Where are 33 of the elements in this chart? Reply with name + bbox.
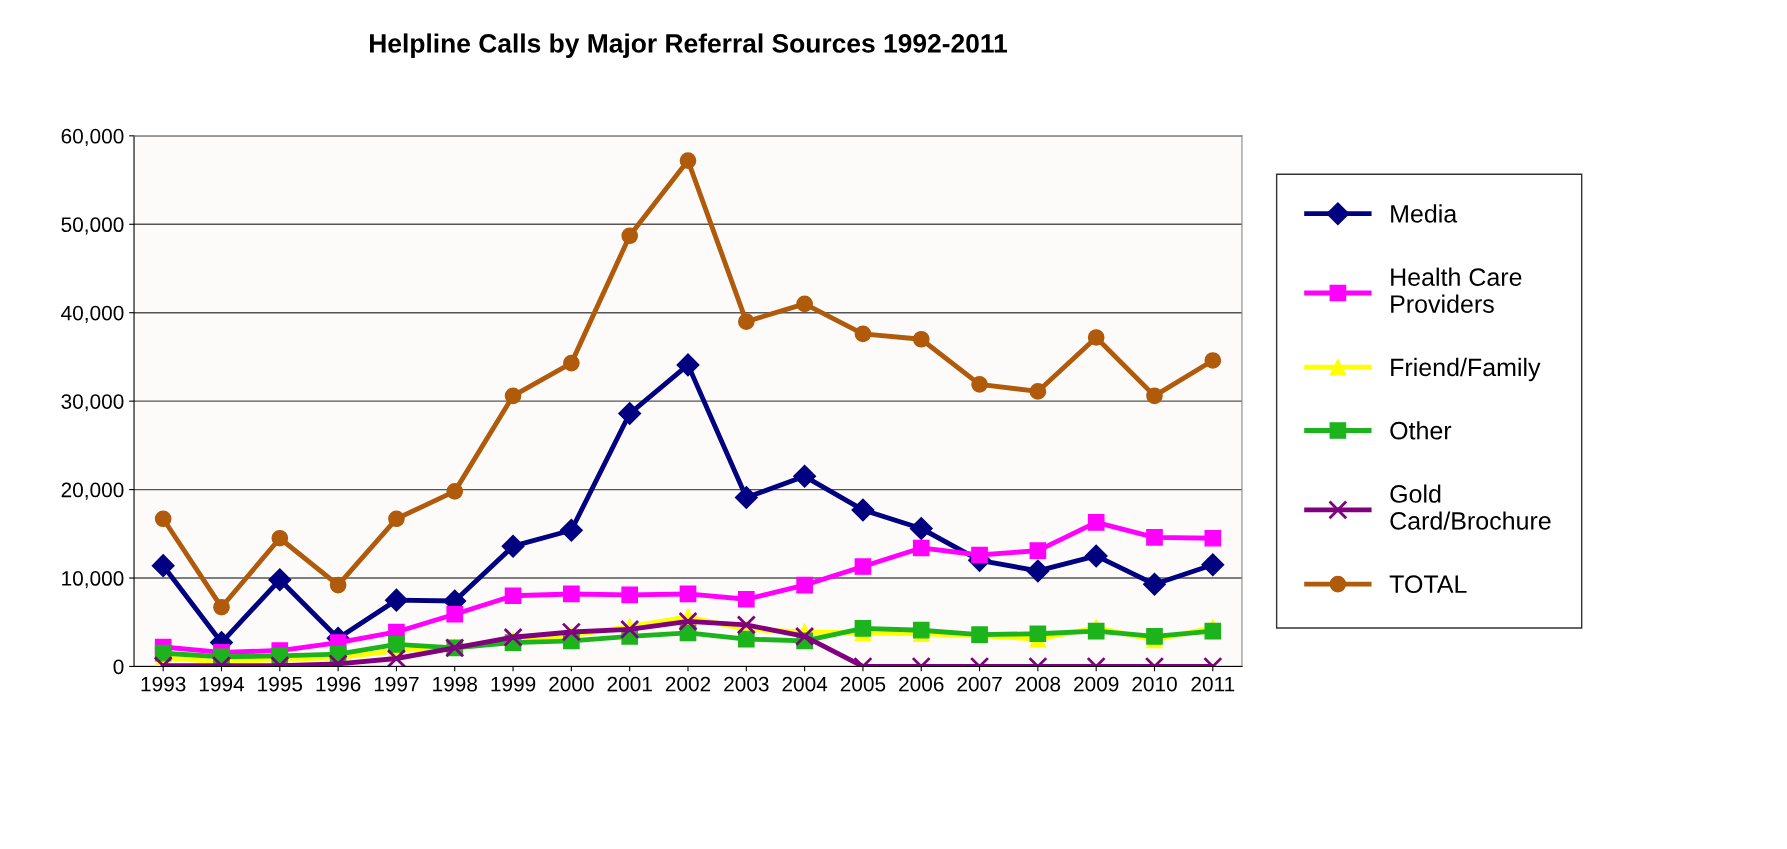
legend-label: Friend/Family (1391, 357, 1541, 382)
y-tick-label: 20,000 (61, 482, 124, 500)
y-tick-label: 10,000 (62, 571, 124, 589)
legend-label: Health Care Providers (1391, 267, 1522, 313)
legend-label: Gold Card/Brochure (1390, 484, 1551, 530)
y-tick-label: 50,000 (61, 217, 124, 235)
x-tick-label: 1996 (316, 676, 361, 692)
x-tick-label: 2002 (665, 676, 711, 692)
x-tick-label: 2010 (1132, 676, 1177, 692)
x-tick-label: 2007 (957, 676, 1002, 692)
x-tick-label: 1993 (141, 676, 186, 692)
x-tick-label: 2003 (724, 676, 769, 692)
x-tick-label: 1995 (258, 676, 303, 692)
x-tick-label: 2011 (1191, 676, 1235, 692)
x-tick-label: 2006 (899, 676, 944, 692)
x-tick-label: 1994 (199, 676, 245, 692)
y-tick-label: 40,000 (61, 305, 124, 323)
legend-label: Other (1390, 421, 1452, 440)
legend-label: Media (1391, 204, 1458, 223)
x-tick-label: 2004 (782, 676, 828, 692)
x-tick-label: 2001 (607, 676, 652, 692)
x-tick-label: 1999 (491, 676, 536, 692)
y-tick-label: 0 (113, 659, 124, 675)
x-tick-label: 2005 (840, 676, 886, 692)
x-tick-label: 2000 (549, 676, 594, 692)
chart-title: Helpline Calls by Major Referral Sources 1992-2011 (370, 33, 1008, 58)
x-tick-label: 2009 (1074, 676, 1119, 692)
x-tick-label: 1998 (433, 676, 478, 692)
y-tick-label: 30,000 (61, 394, 124, 412)
legend-label: TOTAL (1389, 575, 1467, 594)
x-tick-label: 2008 (1015, 676, 1061, 692)
y-tick-label: 60,000 (61, 128, 124, 147)
x-tick-label: 1997 (374, 676, 419, 692)
